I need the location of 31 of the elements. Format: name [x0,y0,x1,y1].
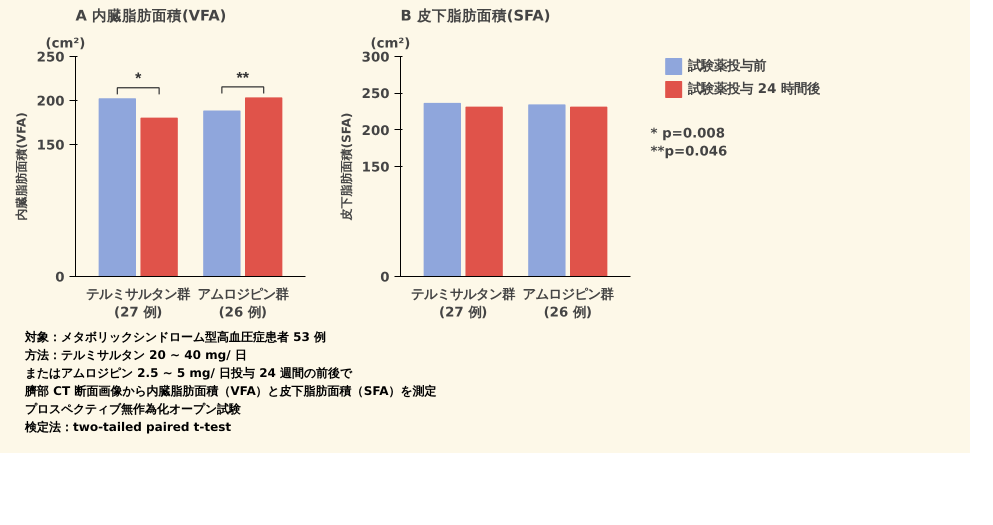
x-tick-label: アムロジピン群 (26 例) [522,288,614,320]
text: プロスペクティブ無作為化オープン試験 [25,401,242,418]
text: 対象：メタボリックシンドローム型高血圧症患者 53 例 [25,329,328,346]
x-tick-label: テルミサルタン群 (27 例) [411,288,516,320]
y-axis-title: 皮下脂肪面積(SFA) [340,112,354,222]
text: (cm²) [370,36,410,52]
y-tick-label: 150 [36,138,65,154]
chart-title: A 内臓脂肪面積(VFA) [76,8,226,24]
text: (cm²) [46,36,86,52]
text: **p=0.046 [650,144,728,160]
y-tick-label: 200 [36,94,65,110]
x-tick-label: アムロジピン群 (26 例) [197,288,288,320]
y-tick-label: 250 [36,50,65,66]
y-tick-label: 0 [55,270,65,286]
legend-label: 試験薬投与 24 時間後 [688,80,820,98]
x-tick-label: テルミサルタン群 (27 例) [86,288,190,320]
y-tick-label: 300 [362,50,390,66]
text: 検定法：two-tailed paired t-test [25,419,232,436]
annotation: * [135,70,142,88]
y-tick-label: 250 [362,87,390,102]
text: * p=0.008 [650,126,725,142]
text: またはアムロジピン 2.5 ~ 5 mg/ 日投与 24 週間の前後で [25,365,354,382]
text: 臍部 CT 断面画像から内臓脂肪面積（VFA）と皮下脂肪面積（SFA）を測定 [25,383,436,400]
y-tick-label: 150 [362,160,390,176]
annotation: ** [236,70,250,87]
y-tick-label: 200 [362,124,390,139]
text: 方法：テルミサルタン 20 ~ 40 mg/ 日 [25,347,248,364]
y-tick-label: 0 [380,270,390,286]
chart-title: B 皮下脂肪面積(SFA) [400,8,550,24]
y-axis-title: 内臓脂肪面積(VFA) [14,112,29,221]
legend-label: 試験薬投与前 [688,58,766,75]
